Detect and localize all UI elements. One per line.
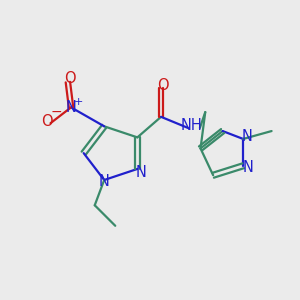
Text: N: N <box>136 165 147 180</box>
Text: −: − <box>50 105 62 119</box>
Text: N: N <box>98 174 109 189</box>
Text: NH: NH <box>180 118 202 133</box>
Text: O: O <box>157 78 168 93</box>
Text: O: O <box>64 71 75 86</box>
Text: +: + <box>74 97 84 107</box>
Text: O: O <box>42 114 53 129</box>
Text: N: N <box>242 129 252 144</box>
Text: N: N <box>242 160 253 175</box>
Text: N: N <box>66 100 76 115</box>
